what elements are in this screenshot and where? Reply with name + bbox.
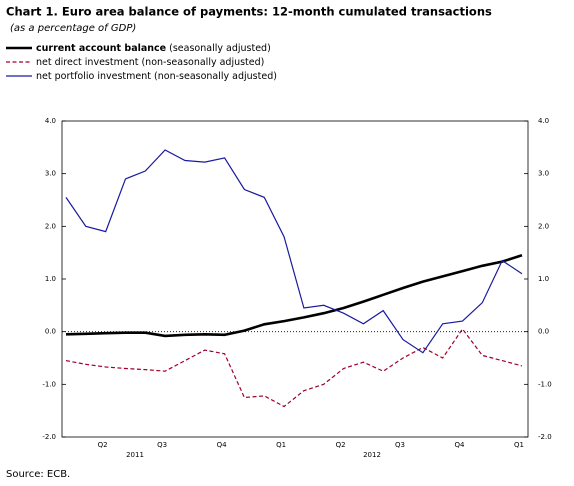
x-tick-label: Q1 [276, 441, 286, 449]
y2-tick-label: 4.0 [538, 117, 549, 125]
x-tick-label: Q3 [157, 441, 167, 449]
x-tick-label: Q4 [455, 441, 466, 449]
y-tick-label: -1.0 [42, 380, 56, 388]
legend-entry: net direct investment (non-seasonally ad… [36, 57, 264, 68]
legend-name: current account balance [36, 43, 166, 54]
legend-note: (non-seasonally adjusted) [141, 57, 264, 68]
y-tick-label: 0.0 [45, 328, 56, 336]
legend-entry: current account balance (seasonally adju… [36, 43, 271, 54]
x-tick-label: Q1 [514, 441, 524, 449]
y-tick-label: 4.0 [45, 117, 56, 125]
y-tick-label: -2.0 [42, 433, 56, 441]
series-line [65, 254, 523, 338]
legend-entry: net portfolio investment (non-seasonally… [36, 71, 277, 82]
y-tick-label: 1.0 [45, 275, 56, 283]
y2-tick-label: -1.0 [538, 380, 552, 388]
y2-tick-label: 2.0 [538, 222, 549, 230]
y2-tick-label: 0.0 [538, 328, 549, 336]
y2-tick-label: 3.0 [538, 170, 549, 178]
plot-frame [61, 120, 529, 438]
chart-title: Chart 1. Euro area balance of payments: … [6, 5, 492, 19]
year-label: 2011 [126, 451, 144, 459]
y-tick-label: 3.0 [45, 170, 56, 178]
x-tick-label: Q2 [336, 441, 346, 449]
y2-tick-label: -2.0 [538, 433, 552, 441]
y-tick-label: 2.0 [45, 222, 56, 230]
series-line [65, 327, 523, 408]
legend-note: (seasonally adjusted) [169, 43, 271, 54]
legend-note: (non-seasonally adjusted) [154, 71, 277, 82]
series-line [65, 149, 523, 354]
year-label: 2012 [363, 451, 381, 459]
y2-tick-label: 1.0 [538, 275, 549, 283]
x-tick-label: Q3 [395, 441, 405, 449]
chart-subtitle: (as a percentage of GDP) [10, 23, 136, 34]
x-tick-label: Q2 [98, 441, 108, 449]
x-tick-label: Q4 [217, 441, 228, 449]
legend-name: net portfolio investment [36, 71, 151, 82]
source: Source: ECB. [6, 469, 70, 480]
legend-name: net direct investment [36, 57, 139, 68]
